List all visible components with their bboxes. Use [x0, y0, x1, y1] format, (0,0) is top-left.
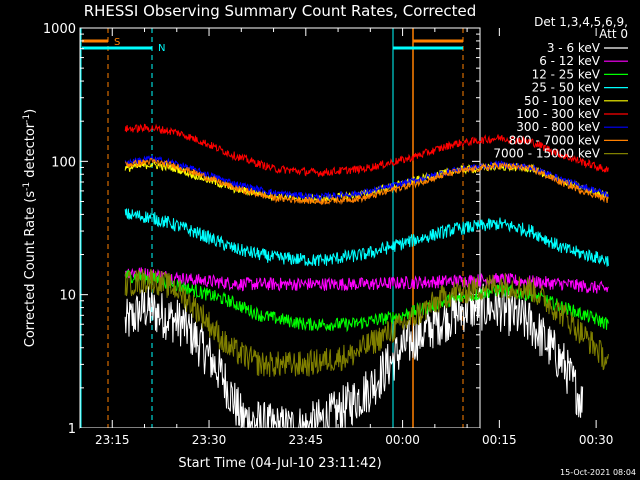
footer-timestamp: 15-Oct-2021 08:04	[560, 468, 636, 477]
series-line-2	[124, 270, 609, 333]
series-line-0	[124, 283, 584, 429]
x-tick-label-2: 23:45	[289, 433, 324, 447]
y-tick-label-3: 1000	[43, 22, 76, 37]
y-axis-label-main: Corrected Count Rate (s	[23, 191, 38, 348]
series-group	[124, 123, 609, 429]
legend-label-5: 100 - 300 keV	[516, 107, 600, 121]
x-tick-label-3: 00:00	[385, 433, 420, 447]
legend-title-line-1: Det 1,3,4,5,6,9,	[534, 15, 628, 29]
legend-label-1: 6 - 12 keV	[539, 54, 601, 68]
legend-label-2: 12 - 25 keV	[532, 67, 601, 81]
legend-label-0: 3 - 6 keV	[547, 41, 601, 55]
series-line-3	[124, 208, 609, 267]
legend-label-4: 50 - 100 keV	[524, 94, 601, 108]
x-axis-label: Start Time (04-Jul-10 23:11:42)	[178, 456, 381, 471]
x-tick-label-5: 00:30	[579, 433, 614, 447]
y-axis-label-end: )	[23, 109, 38, 114]
series-line-7	[125, 157, 609, 206]
legend-label-8: 7000 - 15000 keV	[493, 147, 600, 161]
y-axis-label-exponent-2: -1	[22, 114, 32, 123]
x-tick-label-1: 23:30	[192, 433, 227, 447]
series-line-6	[124, 155, 609, 202]
s-label: S	[114, 37, 120, 48]
y-axis-label: Corrected Count Rate (s-1 detector-1)	[22, 109, 38, 347]
legend-title-line-2: Att 0	[599, 27, 628, 41]
frame	[80, 428, 480, 430]
bottom-edge-mask	[80, 428, 480, 430]
x-tick-label-0: 23:15	[95, 433, 130, 447]
y-axis-label-exponent-1: -1	[22, 182, 32, 191]
y-tick-label-0: 1	[68, 422, 76, 437]
x-tick-label-4: 00:15	[482, 433, 517, 447]
y-axis-label-mid: detector	[23, 122, 38, 182]
y-tick-label-1: 10	[59, 289, 76, 304]
series-line-5	[124, 123, 609, 177]
legend-label-3: 25 - 50 keV	[532, 81, 601, 95]
y-tick-label-2: 100	[51, 155, 76, 170]
legend-label-6: 300 - 800 keV	[516, 120, 600, 134]
series-line-8	[124, 268, 609, 378]
chart-title: RHESSI Observing Summary Count Rates, Co…	[84, 2, 477, 20]
legend-label-7: 800 - 7000 keV	[509, 133, 601, 147]
n-label: N	[158, 43, 165, 54]
